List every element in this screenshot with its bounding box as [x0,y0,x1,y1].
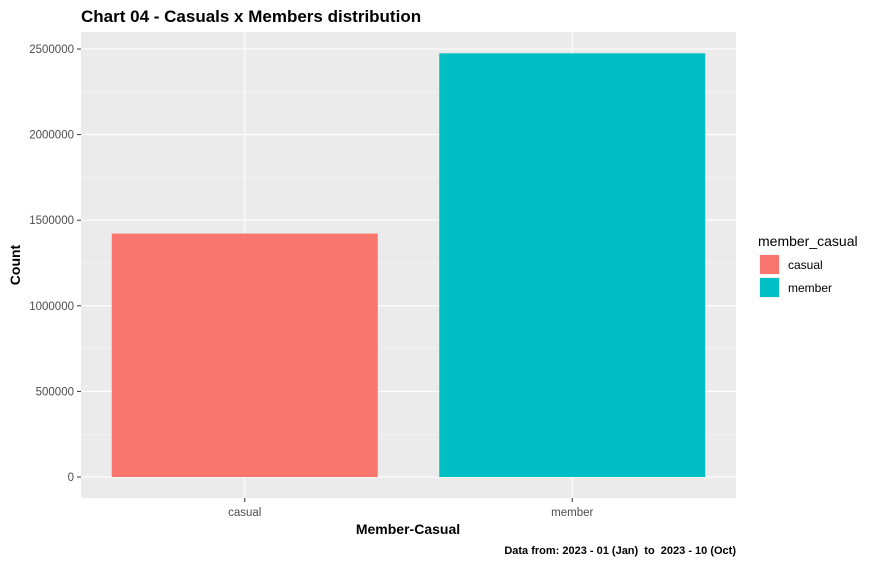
legend-swatch-casual [760,255,779,274]
legend-title: member_casual [758,233,858,249]
x-axis: casual member [228,498,594,519]
bar-casual [111,233,378,477]
chart-title: Chart 04 - Casuals x Members distributio… [81,7,421,26]
y-tick-label: 2500000 [29,44,74,56]
x-tick-label: casual [228,507,261,519]
x-axis-title: Member-Casual [356,521,460,537]
legend: member_casual casual member [758,233,858,298]
y-tick-label: 2000000 [29,130,74,142]
y-axis: 0 500000 1000000 1500000 2000000 2500000 [29,44,81,484]
x-tick-label: member [551,507,593,519]
y-tick-label: 1000000 [29,301,74,313]
y-tick-label: 1500000 [29,215,74,227]
legend-swatch-member [760,278,779,297]
caption: Data from: 2023 - 01 (Jan) to 2023 - 10 … [504,545,736,557]
y-tick-label: 0 [68,472,74,484]
legend-label-member: member [788,281,832,295]
y-tick-label: 500000 [36,386,74,398]
bar-member [439,53,706,477]
legend-label-casual: casual [788,258,823,272]
y-axis-title: Count [7,244,23,285]
bars [111,53,706,477]
